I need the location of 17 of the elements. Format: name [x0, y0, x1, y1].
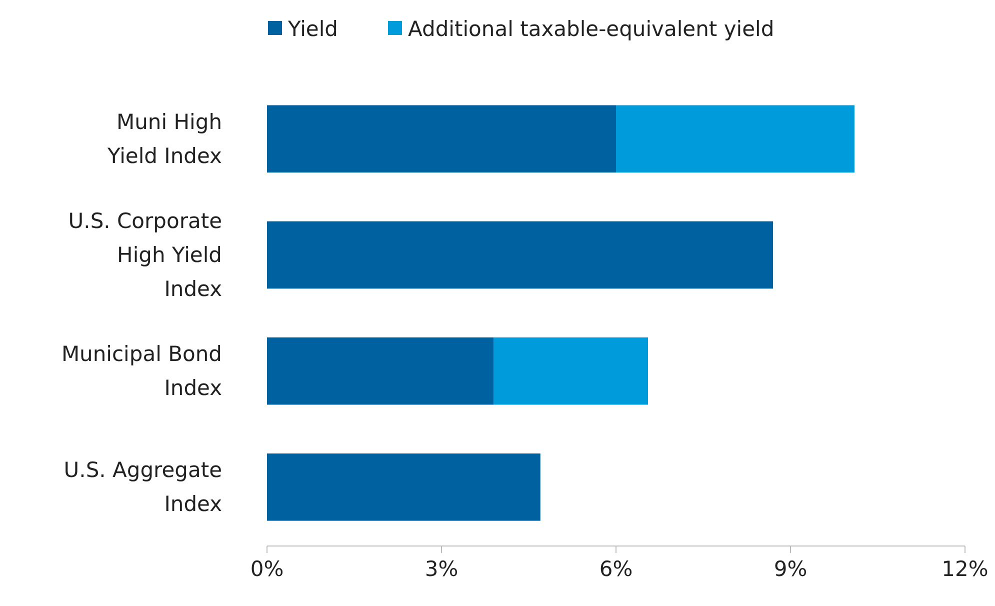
legend-label: Additional taxable-equivalent yield [408, 17, 774, 41]
bar [616, 105, 854, 173]
x-tick-label: 3% [424, 557, 458, 581]
y-tick-label: U.S. Aggregate Index [64, 458, 222, 516]
bar [267, 105, 616, 173]
y-tick-label: Municipal Bond Index [61, 342, 222, 400]
bar [267, 453, 540, 521]
bar [267, 221, 774, 289]
x-tick-label: 12% [942, 557, 988, 581]
y-tick-label: U.S. Corporate High Yield Index [68, 208, 222, 301]
legend-label: Yield [287, 17, 338, 41]
y-tick-label: Muni High Yield Index [106, 110, 222, 168]
bar [267, 337, 494, 405]
x-tick-label: 0% [250, 557, 284, 581]
x-tick-label: 9% [774, 557, 808, 581]
x-tick-label: 6% [599, 557, 633, 581]
bar [494, 337, 648, 405]
